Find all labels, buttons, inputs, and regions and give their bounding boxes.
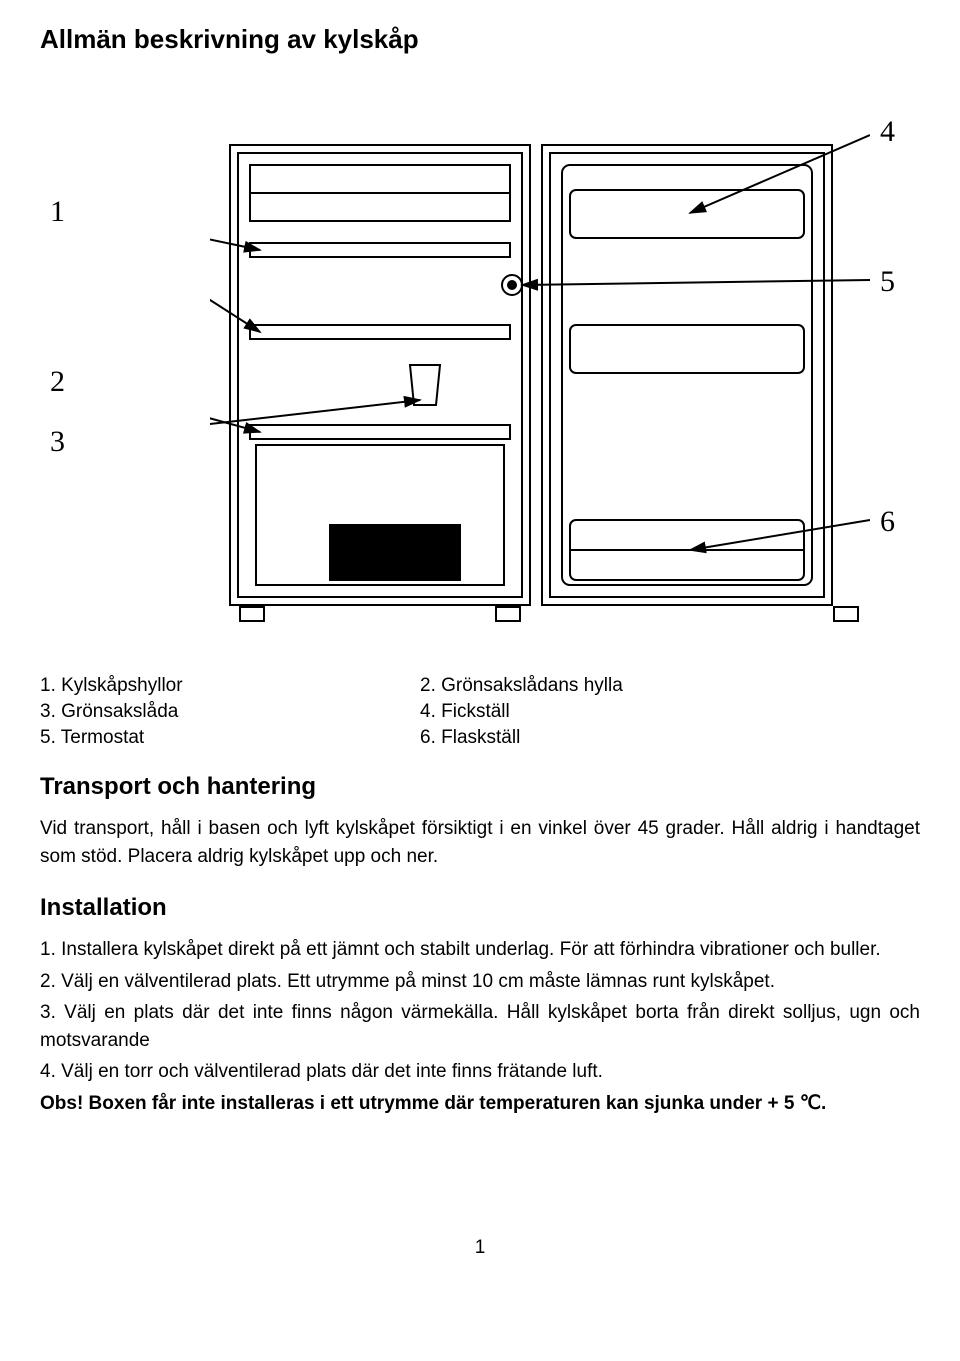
install-item-3: 3. Välj en plats där det inte finns någo… xyxy=(40,999,920,1054)
callout-1: 1 xyxy=(50,195,65,229)
page-number: 1 xyxy=(40,1237,920,1259)
legend-item-2: 2. Grönsakslådans hylla xyxy=(420,675,760,697)
callout-5: 5 xyxy=(880,265,895,299)
callout-6: 6 xyxy=(880,505,895,539)
legend-item-6: 6. Flaskställ xyxy=(420,727,760,749)
install-item-1: 1. Installera kylskåpet direkt på ett jä… xyxy=(40,936,920,964)
install-item-2: 2. Välj en välventilerad plats. Ett utry… xyxy=(40,968,920,996)
legend-grid: 1. Kylskåpshyllor 2. Grönsakslådans hyll… xyxy=(40,675,920,749)
transport-paragraph: Vid transport, håll i basen och lyft kyl… xyxy=(40,815,920,870)
heading-transport: Transport och hantering xyxy=(40,773,920,801)
fridge-svg xyxy=(210,125,870,645)
transport-text: Vid transport, håll i basen och lyft kyl… xyxy=(40,815,920,870)
heading-installation: Installation xyxy=(40,894,920,922)
callout-2: 2 xyxy=(50,365,65,399)
install-note: Obs! Boxen får inte installeras i ett ut… xyxy=(40,1090,920,1118)
callout-3: 3 xyxy=(50,425,65,459)
fridge-diagram: 1 2 3 4 5 6 xyxy=(40,85,920,665)
legend-item-3: 3. Grönsakslåda xyxy=(40,701,380,723)
legend-item-5: 5. Termostat xyxy=(40,727,380,749)
callout-4: 4 xyxy=(880,115,895,149)
legend-item-4: 4. Fickställ xyxy=(420,701,760,723)
installation-text: 1. Installera kylskåpet direkt på ett jä… xyxy=(40,936,920,1117)
legend-item-1: 1. Kylskåpshyllor xyxy=(40,675,380,697)
install-item-4: 4. Välj en torr och välventilerad plats … xyxy=(40,1058,920,1086)
page-title: Allmän beskrivning av kylskåp xyxy=(40,24,920,55)
